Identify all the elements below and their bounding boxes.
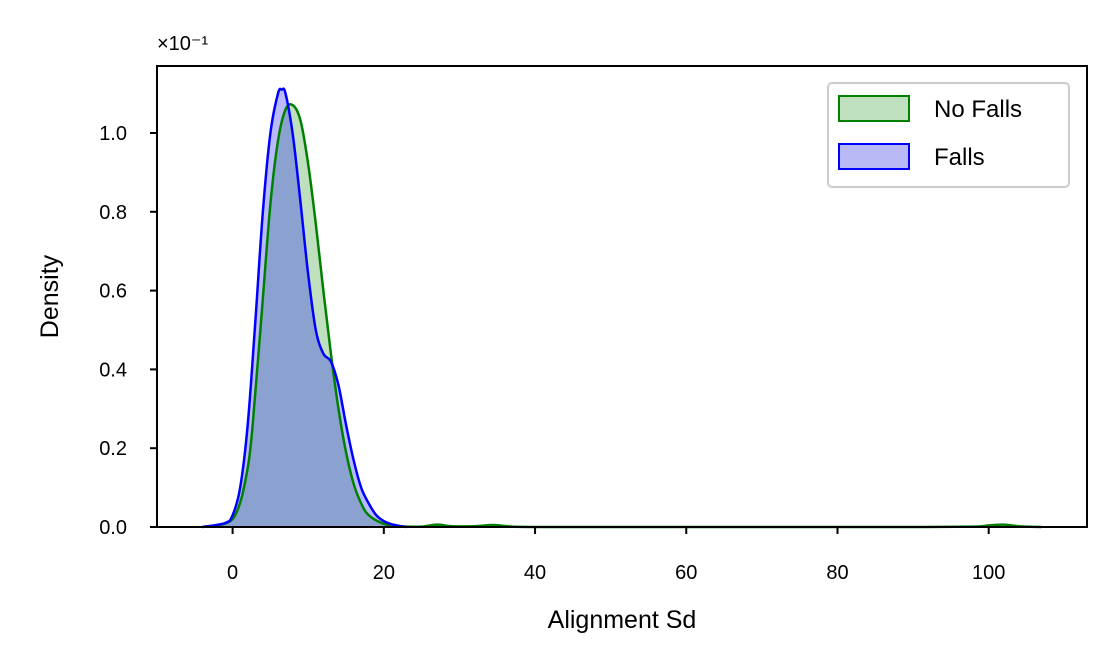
legend-swatch-no-falls [838, 95, 910, 122]
x-axis-label: Alignment Sd [548, 606, 697, 634]
plot-frame [156, 65, 1088, 528]
y-tick-label: 0.8 [99, 202, 127, 224]
x-tick-label: 100 [972, 562, 1005, 584]
x-tick-label: 20 [373, 562, 395, 584]
y-tick-label: 0.4 [99, 359, 127, 381]
y-tick-label: 0.6 [99, 281, 127, 303]
x-tick-label: 40 [524, 562, 546, 584]
y-axis: 0.0 0.2 0.4 0.6 0.8 1.0 [99, 123, 157, 539]
x-tick-label: 60 [675, 562, 697, 584]
legend-label-falls: Falls [934, 144, 985, 171]
y-tick-label: 0.2 [99, 438, 127, 460]
x-tick-label: 80 [826, 562, 848, 584]
area-no-falls [202, 104, 1042, 527]
legend-label-no-falls: No Falls [934, 96, 1022, 123]
line-falls [202, 87, 407, 529]
legend: No Falls Falls [827, 82, 1070, 188]
y-scale-multiplier: ×10⁻¹ [157, 33, 208, 55]
x-axis: 0 20 40 60 80 100 [227, 527, 1005, 584]
y-axis-label: Density [36, 254, 64, 338]
x-tick-label: 0 [227, 562, 238, 584]
y-tick-label: 1.0 [99, 123, 127, 145]
legend-swatch-falls [838, 143, 910, 170]
y-tick-label: 0.0 [99, 517, 127, 539]
